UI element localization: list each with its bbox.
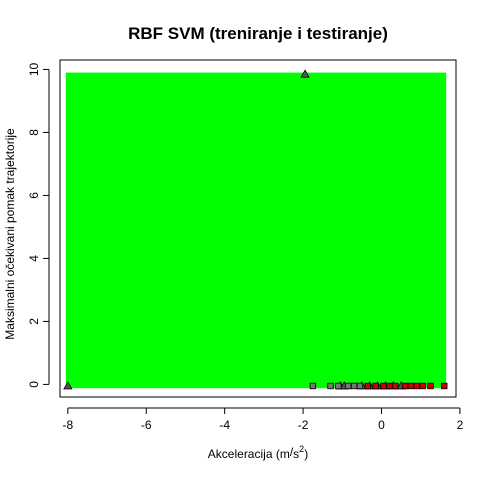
square-point [386,382,393,390]
square-point [350,382,358,390]
square-point [372,382,379,390]
triangle-point [300,69,310,78]
plot-frame [59,59,457,398]
y-tick-label: 10 [27,62,41,76]
square-point [427,382,434,390]
x-axis-label-slash: / [290,445,294,459]
decision-region [65,72,447,389]
chart-title: RBF SVM (treniranje i testiranje) [128,24,388,43]
y-tick-label: 8 [27,129,41,136]
x-axis-label-exponent: 2 [299,444,304,454]
square-point [407,382,415,390]
square-point [364,382,371,390]
square-point [441,382,448,390]
y-tick-label: 2 [27,318,41,325]
square-point [413,382,420,390]
x-tick-label: -8 [63,418,74,432]
x-tick-label: -6 [141,418,152,432]
x-tick-label: -2 [298,418,309,432]
data-points [63,69,448,390]
triangle-point [63,381,73,390]
square-point [419,382,426,390]
y-tick-label: 4 [27,255,41,262]
x-axis-label-unit: s [293,447,299,461]
square-point [344,382,352,390]
square-point [392,382,399,390]
square-point [327,382,334,390]
square-point [309,382,317,390]
y-tick-label: 0 [27,381,41,388]
x-axis-label: Akceleracija (m/s2) [208,444,308,461]
x-axis-label-prefix: Akceleracija (m [208,447,290,461]
y-tick-label: 6 [27,192,41,199]
square-point [356,382,364,390]
square-point [335,382,342,390]
y-axis: 0 2 4 6 8 10 [27,62,50,388]
x-axis-label-suffix: ) [304,447,308,461]
x-tick-label: 2 [457,418,464,432]
x-tick-label: -4 [219,418,230,432]
y-axis-label: Maksimalni očekivani pomak trajektorije [3,128,17,340]
x-tick-label: 0 [378,418,385,432]
square-point [380,382,387,390]
x-axis: -8 -6 -4 -2 0 2 [63,407,464,432]
square-point [401,382,409,390]
